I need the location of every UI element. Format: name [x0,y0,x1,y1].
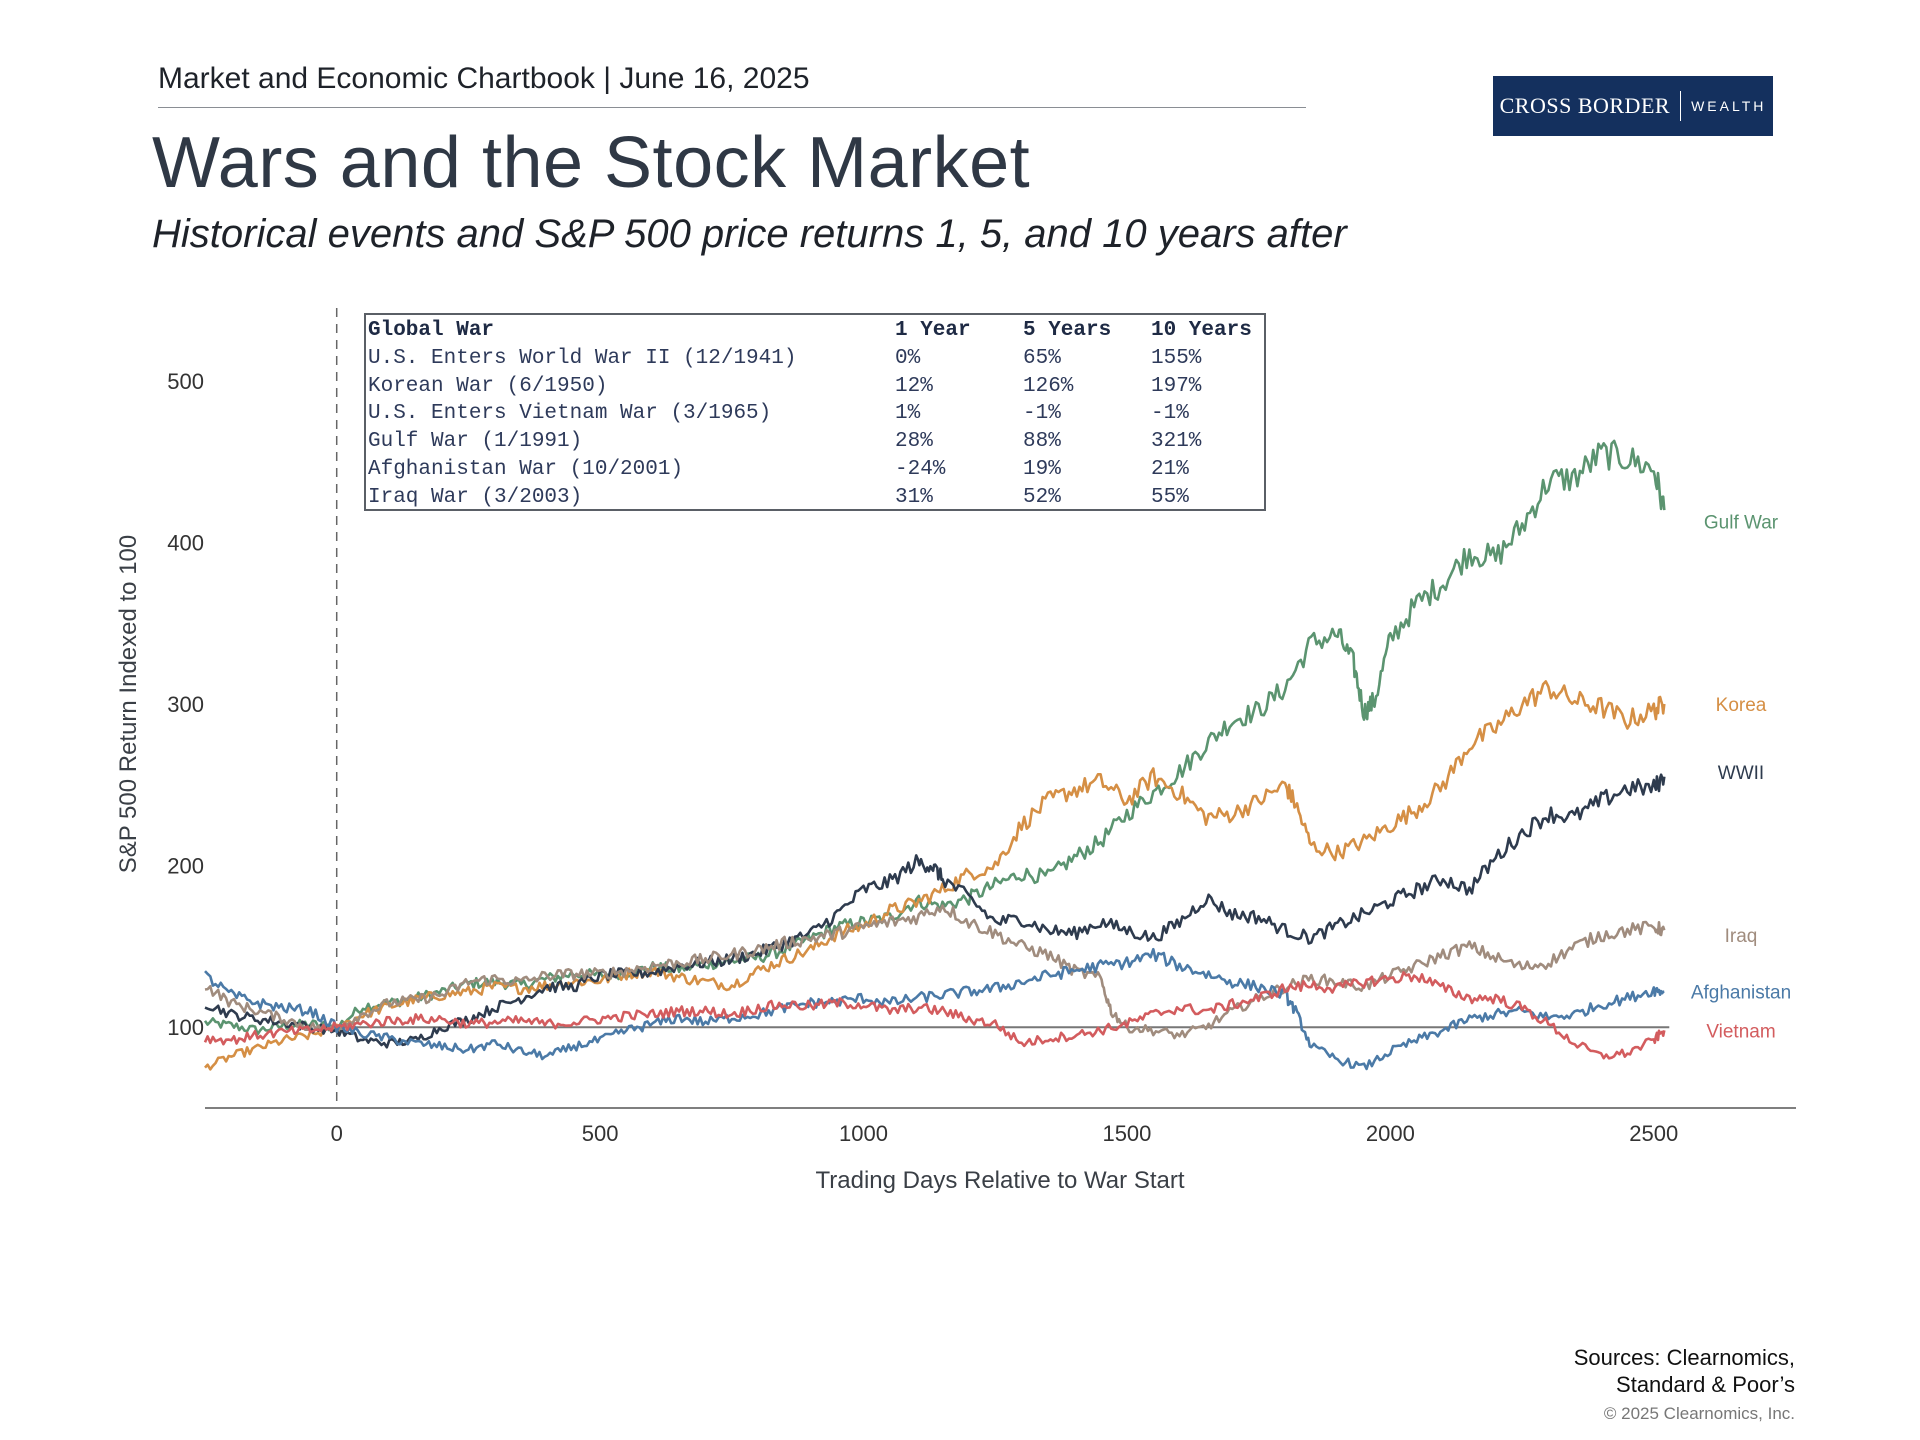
chartbook-header: Market and Economic Chartbook | June 16,… [158,62,810,95]
x-tick-label: 2000 [1366,1121,1415,1146]
y-tick-label: 100 [167,1015,204,1040]
war-returns-table: Global War 1 Year 5 Years 10 Years U.S. … [364,313,1266,511]
series-line-korea [204,680,1666,1071]
brand-logo: CROSS BORDER WEALTH [1493,76,1773,136]
x-tick-label: 1000 [839,1121,888,1146]
page-title: Wars and the Stock Market [152,123,1031,203]
series-line-afghanistan [204,947,1665,1071]
logo-sub-text: WEALTH [1691,98,1767,114]
table-header-cell: Global War [368,319,495,342]
series-label-gulf-war: Gulf War [1704,512,1779,533]
table-cell: Gulf War (1/1991) [368,430,583,454]
series-label-vietnam: Vietnam [1706,1021,1775,1042]
table-cell: 321% [1151,430,1202,454]
x-axis-title: Trading Days Relative to War Start [815,1167,1184,1194]
series-line-iraq [204,904,1666,1040]
series-line-wwii [204,773,1666,1049]
table-cell: 0% [895,346,921,370]
table-header-row: Global War 1 Year 5 Years 10 Years [368,317,1261,345]
header-divider [158,107,1306,108]
table-cell: 65% [1023,346,1061,370]
table-cell: 88% [1023,430,1061,454]
series-line-vietnam [203,971,1666,1060]
table-cell: U.S. Enters Vietnam War (3/1965) [368,402,772,426]
sources-line-1: Sources: Clearnomics, [1573,1345,1795,1370]
logo-brand-text: CROSS BORDER [1499,93,1671,118]
table-cell: 28% [895,430,933,454]
table-cell: 55% [1151,485,1189,509]
series-label-afghanistan: Afghanistan [1691,983,1791,1004]
table-cell: Iraq War (3/2003) [368,485,583,509]
table-cell: 21% [1151,457,1189,481]
sources-note: Sources: Clearnomics, Standard & Poor’s [1574,1344,1795,1398]
series-label-korea: Korea [1716,695,1767,716]
table-row: U.S. Enters World War II (12/1941) 0% 65… [368,345,1261,373]
table-cell: -1% [1023,402,1061,426]
table-row: Afghanistan War (10/2001) -24% 19% 21% [368,456,1261,484]
table-header-cell: 10 Years [1151,319,1252,342]
table-cell: -1% [1151,402,1189,426]
table-cell: Korean War (6/1950) [368,374,608,398]
table-cell: 126% [1023,374,1074,398]
x-tick-label: 2500 [1629,1121,1678,1146]
table-row: Korean War (6/1950) 12% 126% 197% [368,373,1261,401]
table-header-cell: 1 Year [895,319,971,342]
series-label-wwii: WWII [1718,763,1764,784]
x-tick-label: 1500 [1102,1121,1151,1146]
table-row: Gulf War (1/1991) 28% 88% 321% [368,428,1261,456]
series-line-gulf-war [203,439,1666,1036]
table-cell: 1% [895,402,921,426]
table-cell: U.S. Enters World War II (12/1941) [368,346,797,370]
table-row: U.S. Enters Vietnam War (3/1965) 1% -1% … [368,400,1261,428]
table-cell: 52% [1023,485,1061,509]
y-axis-title: S&P 500 Return Indexed to 100 [115,535,142,873]
x-tick-label: 0 [331,1121,343,1146]
x-tick-label: 500 [582,1121,619,1146]
logo-divider [1680,91,1682,121]
page-subtitle: Historical events and S&P 500 price retu… [152,212,1347,256]
table-cell: 31% [895,485,933,509]
sources-line-2: Standard & Poor’s [1616,1372,1795,1397]
y-tick-label: 500 [167,369,204,394]
series-label-iraq: Iraq [1725,926,1758,947]
y-tick-label: 200 [167,854,204,879]
table-row: Iraq War (3/2003) 31% 52% 55% [368,484,1261,512]
copyright-note: © 2025 Clearnomics, Inc. [1603,1404,1795,1423]
y-tick-label: 300 [167,692,204,717]
table-cell: 19% [1023,457,1061,481]
table-cell: 197% [1151,374,1202,398]
table-cell: 155% [1151,346,1202,370]
y-tick-label: 400 [167,530,204,555]
table-cell: -24% [895,457,946,481]
table-cell: Afghanistan War (10/2001) [368,457,684,481]
table-cell: 12% [895,374,933,398]
table-header-cell: 5 Years [1023,319,1112,342]
